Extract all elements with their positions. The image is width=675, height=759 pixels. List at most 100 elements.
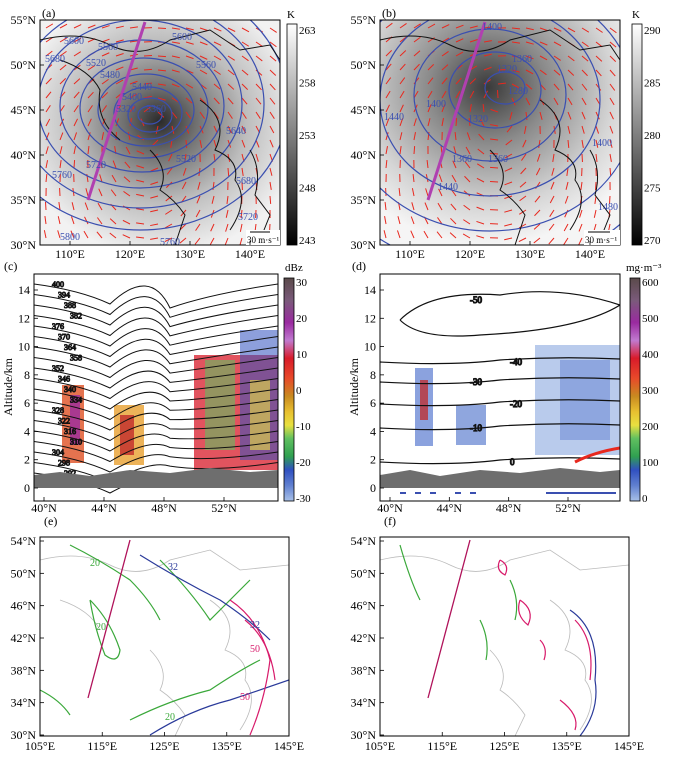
- svg-text:32: 32: [168, 562, 178, 573]
- wind-arrow: [399, 132, 403, 141]
- wind-arrow: [410, 216, 415, 225]
- wind-arrow: [385, 118, 390, 127]
- wind-arrow: [518, 237, 527, 243]
- theta-label: 328: [52, 406, 64, 415]
- wind-arrow: [511, 27, 521, 30]
- wind-arrow: [413, 118, 417, 127]
- theta-label: 370: [58, 333, 70, 342]
- tick-label: 52°N: [211, 501, 237, 515]
- wind-arrow: [110, 189, 117, 197]
- contour-labels: 20 20 32 32 50 50 20: [90, 558, 260, 723]
- wind-arrow: [45, 146, 49, 155]
- tick-label: 50°N: [351, 566, 377, 580]
- wind-arrow: [165, 209, 173, 215]
- wind-arrow: [399, 63, 406, 71]
- wind-arrow: [399, 90, 405, 99]
- wind-arrow: [227, 167, 230, 177]
- wind-arrow: [112, 160, 117, 169]
- wind-arrow: [567, 55, 575, 62]
- tick-label: 105°E: [365, 739, 395, 753]
- svg-text:20: 20: [165, 712, 175, 723]
- colorbar-unit: K: [632, 9, 640, 21]
- wind-arrow: [45, 77, 52, 85]
- wind-arrow: [123, 176, 131, 183]
- tick-label: 34°N: [351, 696, 377, 710]
- wind-arrow: [413, 132, 416, 141]
- wind-arrow: [241, 167, 244, 176]
- x-axis-ticks: 40°N 44°N 48°N 52°N: [31, 497, 237, 515]
- longitude-ticks: 110°E 120°E 130°E 140°E: [395, 241, 605, 261]
- colorbar: [631, 23, 643, 246]
- wind-arrow: [483, 26, 492, 29]
- wind-arrow: [152, 139, 159, 147]
- theta-contour: [34, 378, 278, 400]
- wind-arrow: [427, 90, 433, 99]
- tick-label: 130°E: [175, 247, 205, 261]
- panel-tag: (f): [384, 514, 396, 528]
- wind-arrow: [525, 97, 531, 106]
- colorbar-tick-label: 275: [644, 183, 661, 195]
- wind-arrow: [241, 83, 249, 90]
- tick-label: 8: [370, 368, 376, 382]
- svg-text:32: 32: [250, 620, 260, 631]
- wind-arrow: [171, 55, 180, 59]
- theta-contour: [34, 441, 278, 463]
- colorbar-ticks: 290 285 280 275 270: [644, 25, 661, 247]
- colorbar-tick-label: 243: [299, 235, 316, 247]
- wind-arrow: [115, 118, 120, 127]
- wind-arrow: [73, 51, 82, 57]
- wind-arrow: [269, 69, 277, 76]
- wind-arrow: [427, 104, 432, 113]
- wind-arrow: [109, 232, 117, 239]
- wind-arrow: [213, 55, 222, 61]
- tick-label: 110°E: [55, 247, 85, 261]
- tick-label: 38°N: [351, 663, 377, 677]
- colorbar-tick-label: 30: [296, 277, 308, 289]
- wind-arrow: [511, 41, 520, 44]
- tick-label: 145°E: [274, 739, 304, 753]
- wind-arrow: [451, 174, 457, 183]
- contour-labels: 1400 1360 1320 1280 1400 1440 1360 1320 …: [384, 22, 618, 213]
- wind-arrow: [578, 237, 583, 245]
- wind-arrow: [504, 153, 513, 159]
- wind-arrow: [70, 230, 75, 239]
- panel-tag: (d): [352, 259, 366, 273]
- wind-arrow: [609, 153, 612, 162]
- wind-arrow: [581, 55, 589, 62]
- colorbar-unit: K: [287, 9, 295, 21]
- wind-arrow: [553, 83, 560, 91]
- tick-label: 120°E: [455, 247, 485, 261]
- wind-arrow: [436, 231, 443, 239]
- wind-arrow: [85, 188, 89, 197]
- theta-contour: [34, 430, 278, 452]
- wind-arrow: [59, 118, 65, 127]
- wind-arrow: [476, 163, 485, 169]
- wind-arrow: [441, 37, 450, 43]
- svg-text:1360: 1360: [512, 54, 532, 65]
- latitude-ticks: 55°N 50°N 45°N 40°N 35°N 30°N: [11, 13, 44, 252]
- wind-arrow: [385, 90, 391, 99]
- wind-arrow: [525, 69, 534, 75]
- theta-contour: [34, 304, 278, 328]
- wind-arrow: [241, 27, 250, 33]
- wind-arrow: [595, 83, 602, 91]
- wind-arrow: [241, 41, 250, 47]
- wind-arrow: [479, 118, 485, 127]
- wind-arrow: [533, 237, 541, 244]
- wind-arrow: [609, 167, 612, 177]
- svg-text:1480: 1480: [598, 202, 618, 213]
- panel-tag: (b): [382, 6, 396, 20]
- wind-arrow: [483, 79, 491, 85]
- terrain: [34, 468, 278, 488]
- wind-arrow: [227, 97, 234, 105]
- theta-label: 340: [64, 385, 76, 394]
- wind-arrow: [525, 41, 534, 45]
- wind-reference-label: 30 m·s⁻¹: [585, 235, 618, 245]
- panel-tag: (c): [4, 259, 17, 273]
- svg-text:1400: 1400: [592, 138, 612, 149]
- wind-arrow: [182, 167, 187, 176]
- wind-arrow: [567, 69, 575, 76]
- wind-arrow: [213, 69, 221, 75]
- svg-text:5320: 5320: [116, 104, 136, 115]
- wind-arrow: [581, 83, 588, 91]
